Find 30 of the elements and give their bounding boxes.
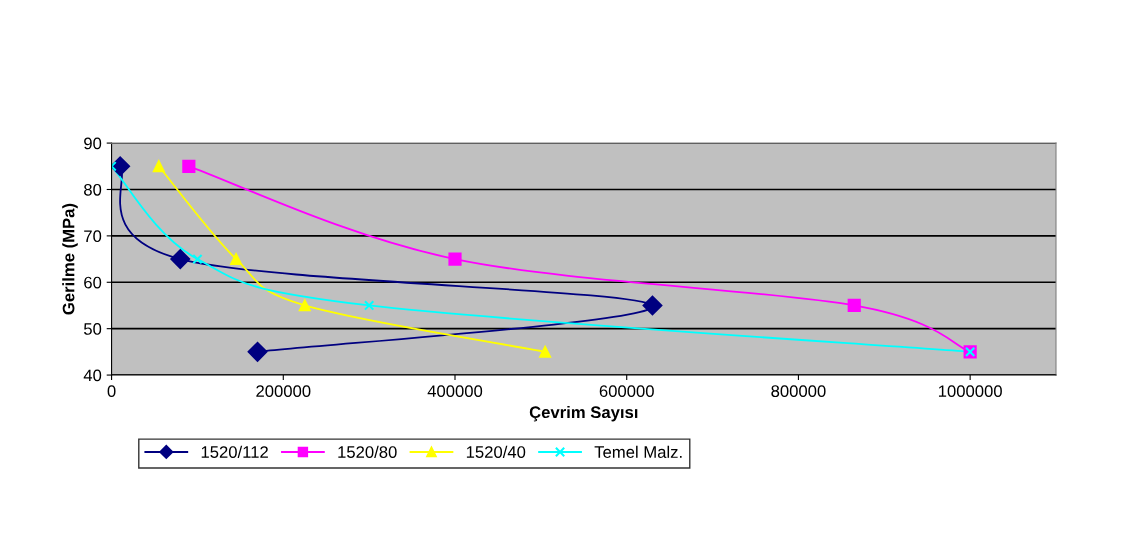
x-tick-label: 1000000 bbox=[938, 385, 1002, 398]
x-tick-label: 600000 bbox=[599, 385, 654, 398]
point bbox=[192, 253, 203, 265]
point bbox=[847, 298, 861, 313]
y-axis-title: Gerilme (MPa) bbox=[62, 203, 78, 315]
y-tick-label: 80 bbox=[84, 183, 102, 196]
point bbox=[298, 299, 311, 312]
y-tick-label: 70 bbox=[84, 230, 102, 243]
y-tick-label: 60 bbox=[84, 276, 102, 289]
x-axis-title: Çevrim Sayısı bbox=[529, 405, 638, 422]
legend-label: 1520/112 bbox=[201, 445, 268, 458]
legend-label: Temel Malz. bbox=[594, 445, 682, 458]
y-tick-label: 90 bbox=[84, 137, 102, 150]
x-tick-label: 200000 bbox=[256, 385, 311, 398]
point bbox=[170, 249, 191, 269]
x-tick-label: 400000 bbox=[427, 385, 483, 398]
y-tick-label: 50 bbox=[83, 323, 102, 335]
point bbox=[363, 300, 375, 311]
x-tick-label: 800000 bbox=[771, 385, 826, 398]
x-tick-label: 0 bbox=[107, 385, 116, 398]
point bbox=[182, 159, 196, 173]
y-tick-label: 40 bbox=[83, 369, 102, 382]
legend-label: 1520/40 bbox=[466, 445, 526, 458]
point bbox=[247, 341, 268, 362]
point bbox=[448, 252, 462, 266]
point bbox=[539, 345, 552, 358]
point bbox=[230, 253, 242, 265]
point bbox=[152, 160, 165, 173]
point bbox=[642, 295, 663, 316]
legend-label: 1520/80 bbox=[338, 445, 397, 458]
